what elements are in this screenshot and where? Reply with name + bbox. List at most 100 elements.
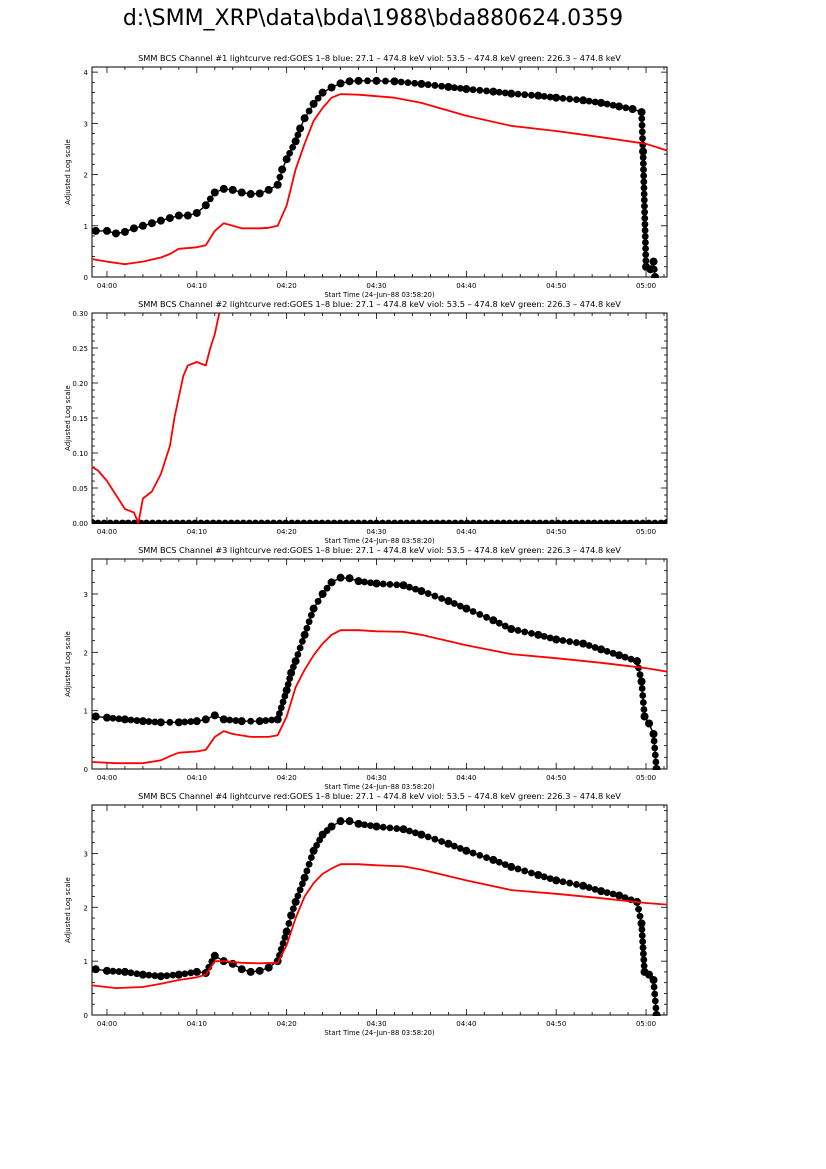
data-point — [281, 934, 289, 941]
data-point — [438, 838, 446, 845]
data-point — [560, 519, 568, 524]
data-point — [627, 655, 635, 663]
y-tick-label: 1 — [84, 958, 88, 966]
x-tick-label: 04:20 — [277, 282, 297, 290]
data-point — [270, 519, 277, 524]
plot-frame — [91, 66, 668, 278]
data-point — [651, 519, 659, 524]
data-point — [412, 829, 419, 837]
data-point — [278, 165, 287, 174]
data-point — [219, 715, 228, 724]
data-point — [439, 519, 447, 524]
data-point — [566, 638, 574, 645]
data-point — [621, 653, 629, 661]
data-point — [264, 519, 271, 524]
data-point — [258, 519, 265, 524]
data-point — [336, 573, 345, 582]
data-point — [615, 519, 622, 524]
data-point — [399, 825, 408, 834]
data-point — [289, 143, 297, 151]
data-point — [279, 939, 287, 947]
y-tick-label: 3 — [84, 120, 88, 128]
data-point — [354, 819, 363, 828]
data-point — [336, 817, 345, 826]
data-point — [651, 997, 659, 1005]
data-point — [609, 890, 617, 898]
data-point — [138, 717, 147, 726]
data-point — [530, 519, 538, 524]
data-point — [285, 920, 293, 927]
data-point — [298, 880, 306, 888]
data-point — [309, 604, 318, 613]
data-point — [286, 675, 294, 682]
data-point — [133, 717, 141, 724]
data-point — [424, 833, 432, 841]
data-point — [417, 587, 426, 596]
data-point — [372, 579, 381, 588]
data-point — [640, 178, 648, 186]
data-point — [120, 227, 129, 236]
data-point — [94, 519, 102, 524]
data-point — [345, 77, 354, 86]
data-point — [483, 854, 490, 862]
data-point — [309, 99, 318, 108]
data-point — [276, 710, 283, 717]
x-tick-label: 04:40 — [456, 528, 476, 536]
data-point — [489, 87, 498, 96]
data-point — [348, 519, 356, 524]
data-point — [546, 875, 554, 882]
data-point — [585, 642, 593, 649]
data-point — [638, 121, 646, 129]
data-point — [300, 873, 309, 882]
data-point — [546, 634, 554, 642]
x-tick-label: 04:00 — [97, 1020, 117, 1028]
x-tick-label: 05:00 — [636, 528, 656, 536]
data-point — [246, 967, 255, 976]
data-point — [282, 927, 291, 936]
data-point — [393, 825, 401, 832]
data-point — [506, 519, 514, 524]
data-point — [450, 842, 458, 850]
data-point — [639, 147, 648, 156]
data-point — [645, 719, 654, 728]
data-point — [438, 82, 446, 90]
data-point — [226, 716, 234, 724]
data-point — [469, 608, 477, 615]
goes-series — [92, 312, 221, 524]
data-point — [609, 649, 617, 657]
data-point — [92, 712, 100, 721]
data-point — [237, 965, 246, 974]
data-point — [650, 983, 658, 991]
data-point — [282, 519, 290, 524]
data-point — [129, 224, 138, 233]
data-point — [476, 611, 484, 618]
data-point — [636, 671, 644, 679]
data-point — [336, 79, 345, 88]
data-point — [579, 96, 588, 105]
data-point — [386, 824, 394, 832]
data-point — [469, 519, 477, 524]
data-point — [296, 124, 305, 133]
data-point — [210, 711, 219, 720]
data-point — [500, 519, 507, 524]
data-point — [573, 639, 580, 646]
data-point — [404, 79, 412, 87]
data-point — [639, 699, 647, 706]
data-point — [306, 519, 314, 524]
data-point — [638, 115, 646, 123]
series-line — [92, 312, 221, 524]
data-point — [197, 519, 205, 524]
data-point — [345, 574, 354, 583]
data-point — [501, 89, 509, 97]
goes-series — [92, 629, 667, 765]
data-point — [286, 149, 294, 157]
chart-title: SMM BCS Channel #3 lightcurve red:GOES 1… — [138, 545, 621, 555]
data-point — [372, 76, 381, 85]
data-point — [615, 891, 624, 900]
data-point — [622, 104, 630, 112]
data-point — [179, 519, 187, 524]
data-point — [281, 692, 289, 700]
data-point — [641, 208, 649, 216]
data-point — [115, 968, 123, 975]
data-point — [417, 830, 426, 839]
